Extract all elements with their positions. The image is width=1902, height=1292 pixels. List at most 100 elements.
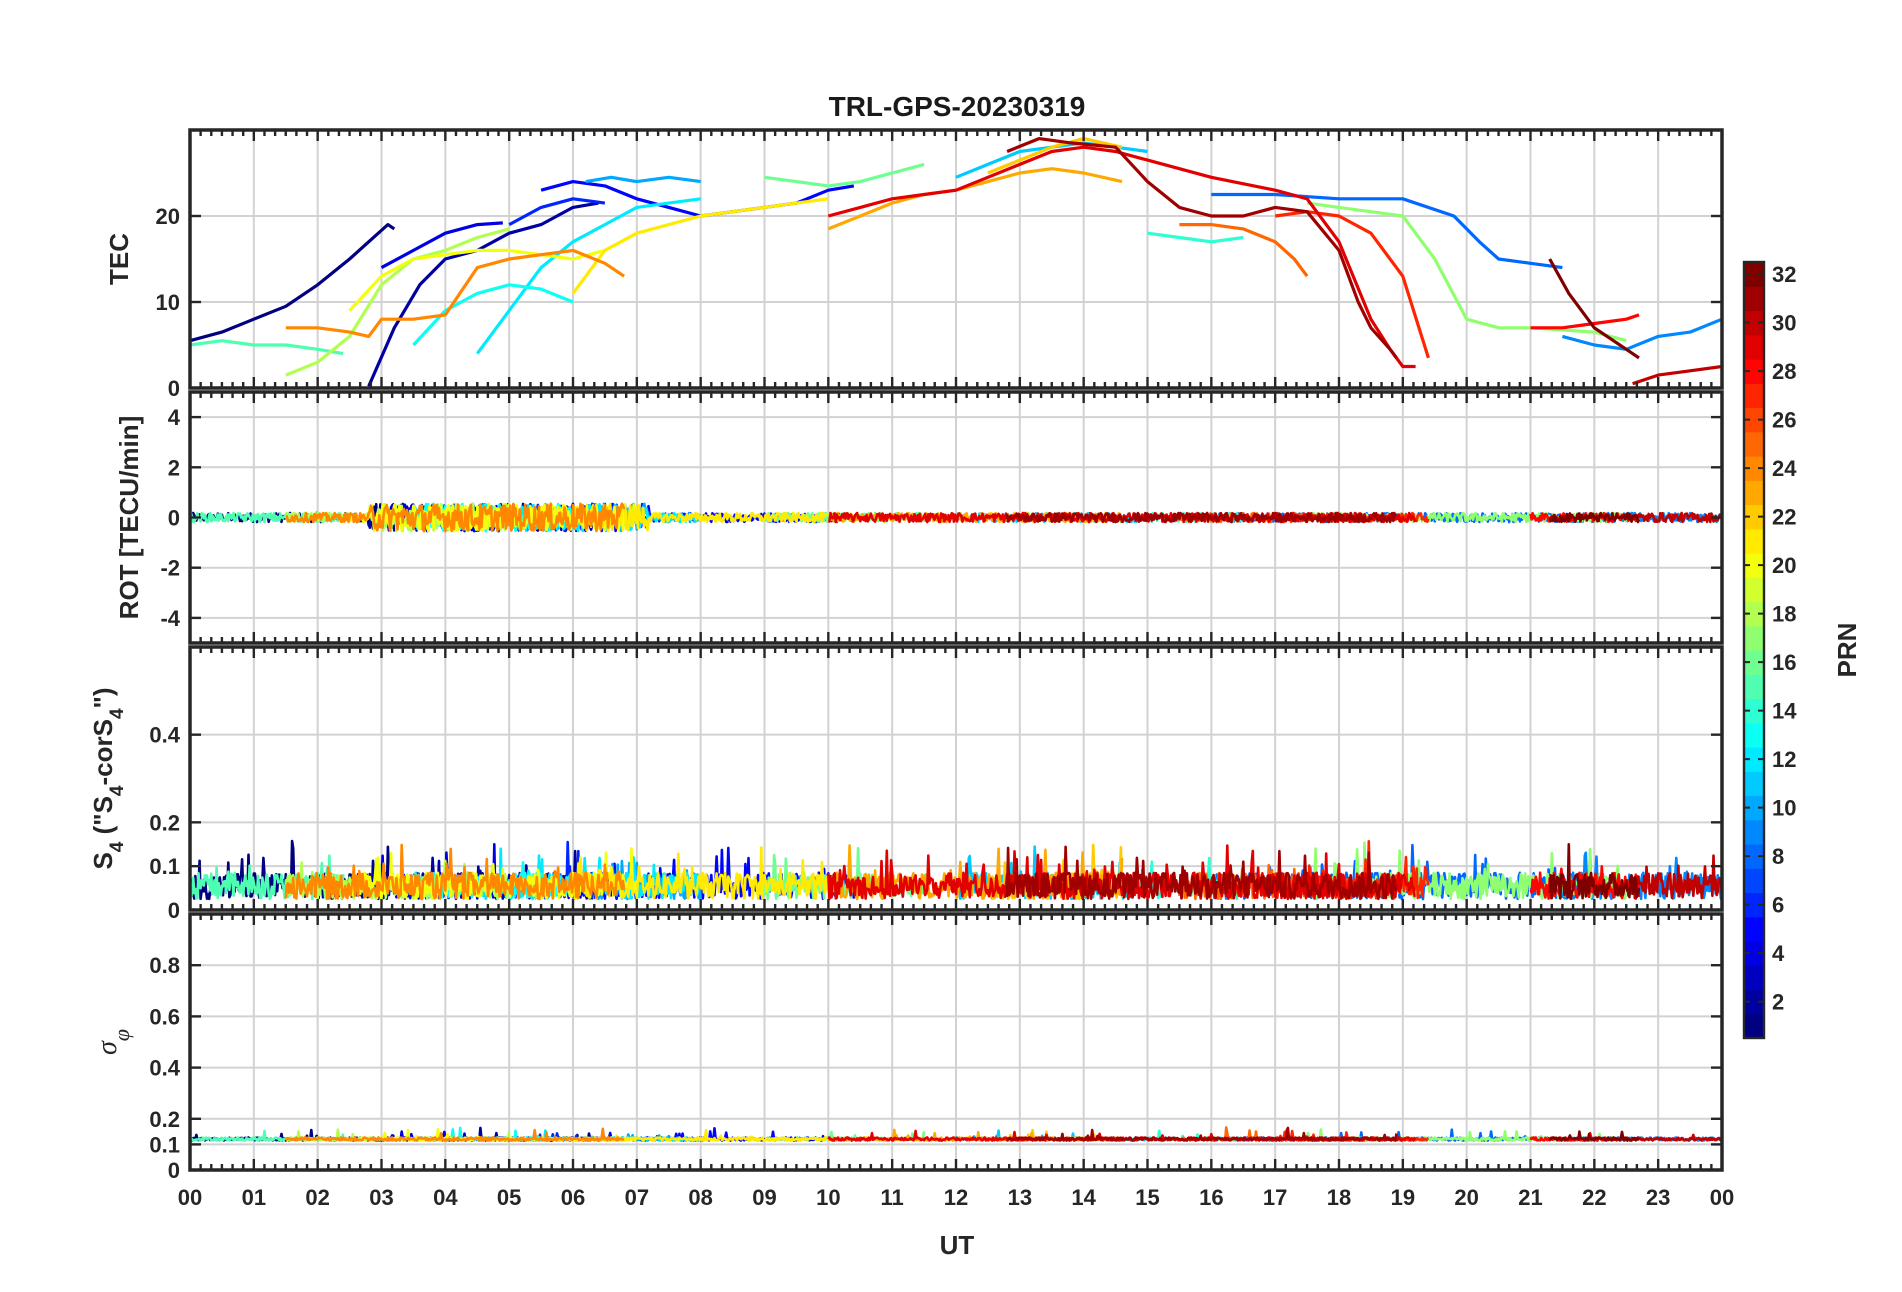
colorbar-tick-label: 26 — [1772, 408, 1796, 433]
colorbar-bin — [1744, 916, 1764, 942]
colorbar-tick-label: 24 — [1772, 456, 1797, 481]
colorbar-bin — [1744, 965, 1764, 991]
tec-series-prn-12 — [476, 197, 701, 355]
y-tick-label: 0.4 — [149, 1056, 180, 1081]
tec-series-prn-17 — [1306, 201, 1627, 343]
x-tick-label: 12 — [944, 1185, 968, 1210]
colorbar-frame — [1742, 260, 1766, 1040]
panel-s4-y-axis: 0 0.1 0.2 0.4 — [149, 723, 1722, 923]
colorbar-bin — [1744, 674, 1764, 700]
y-tick-label: 0 — [168, 506, 180, 531]
y-tick-label: 0.1 — [149, 1132, 180, 1157]
s4-series-prn-32 — [1548, 842, 1641, 901]
tec-series-prn-23 — [827, 167, 1123, 231]
panel-sigphi-y-axis: 00.10.2 0.4 0.6 0.8 — [149, 953, 1722, 1183]
colorbar-tick-label: 28 — [1772, 359, 1796, 384]
x-tick-label: 23 — [1646, 1185, 1670, 1210]
x-tick-label: 10 — [816, 1185, 840, 1210]
tec-series-prn-14 — [1147, 231, 1244, 244]
rot-series-prn-24 — [285, 502, 626, 533]
tec-series-prn-2 — [367, 201, 599, 387]
y-tick-label: 0 — [168, 1158, 180, 1183]
tec-series-prn-10 — [585, 175, 701, 184]
colorbar-tick-label: 20 — [1772, 553, 1796, 578]
x-tick-label: 13 — [1008, 1185, 1032, 1210]
x-tick-label: 17 — [1263, 1185, 1287, 1210]
colorbar-tick-label: 18 — [1772, 602, 1796, 627]
colorbar-tick-label: 8 — [1772, 844, 1784, 869]
x-axis-label: UT — [940, 1230, 975, 1260]
colorbar-bin — [1744, 698, 1764, 724]
rot-series-prn-31 — [1005, 511, 1398, 524]
panel-sigphi-series — [189, 1126, 1724, 1142]
sigphi-series-prn-24 — [284, 1127, 625, 1142]
x-tick-label: 04 — [433, 1185, 458, 1210]
rot-series-prn-30 — [1631, 511, 1724, 524]
panel-sigphi-ylabel: σφ — [92, 1029, 134, 1055]
panel-s4-grid — [190, 647, 1722, 910]
tec-series-prn-6 — [508, 197, 606, 227]
colorbar-bin — [1744, 601, 1764, 627]
sigphi-series-prn-30 — [1631, 1133, 1723, 1142]
ylabel-part: -corS — [88, 719, 118, 785]
x-tick-label: 01 — [242, 1185, 266, 1210]
colorbar-bin — [1744, 819, 1764, 845]
rot-series-prn-21 — [571, 502, 830, 532]
tec-series-prn-29 — [827, 145, 1416, 369]
colorbar-tick-label: 32 — [1772, 262, 1796, 287]
colorbar-bin — [1744, 334, 1764, 360]
tec-series-prn-28 — [1530, 313, 1640, 330]
tec-series-prn-25 — [1179, 223, 1309, 278]
colorbar-tick-label: 12 — [1772, 747, 1796, 772]
colorbar-bin — [1744, 431, 1764, 457]
panel-tec-x-ticks — [188, 130, 1724, 388]
colorbar-bin — [1744, 383, 1764, 409]
panel-tec-y-axis: 0 10 20 — [156, 204, 1722, 401]
colorbar-bin — [1744, 310, 1764, 336]
x-tick-label: 02 — [305, 1185, 329, 1210]
colorbar-bin — [1744, 989, 1764, 1015]
colorbar-tick-label: 4 — [1772, 941, 1785, 966]
x-tick-label: 08 — [688, 1185, 712, 1210]
colorbar-tick-label: 30 — [1772, 311, 1796, 336]
y-tick-label: 0.1 — [149, 854, 180, 879]
colorbar-bin — [1744, 771, 1764, 797]
x-tick-label: 05 — [497, 1185, 521, 1210]
x-tick-label: 18 — [1327, 1185, 1351, 1210]
colorbar-bin — [1744, 480, 1764, 506]
colorbar-bin — [1744, 553, 1764, 578]
panel-sigphi-grid — [190, 914, 1722, 1170]
y-tick-label: 0.2 — [149, 1107, 180, 1132]
tec-series-prn-22 — [987, 137, 1123, 175]
y-tick-label: 0.6 — [149, 1004, 180, 1029]
panel-tec-ylabel: TEC — [104, 233, 134, 285]
panel-s4-series — [188, 839, 1724, 901]
colorbar-bin — [1744, 528, 1764, 554]
panel-tec-grid — [190, 130, 1722, 388]
s4-series-prn-31 — [1005, 845, 1398, 901]
tec-series-prn-24 — [285, 248, 625, 338]
ylabel-part: S — [88, 852, 118, 869]
y-tick-label: 0.8 — [149, 953, 180, 978]
colorbar-bin — [1744, 795, 1764, 821]
x-tick-label: 22 — [1582, 1185, 1606, 1210]
panel-sigphi: 00.10.2 0.4 0.6 0.8 σφ — [92, 912, 1724, 1183]
y-tick-label: 10 — [156, 290, 180, 315]
colorbar-bin — [1744, 262, 1764, 287]
panel-tec-series — [189, 137, 1723, 387]
x-tick-label: 00 — [178, 1185, 202, 1210]
colorbar-bin — [1744, 722, 1764, 748]
ylabel-part: 4 — [107, 785, 128, 796]
colorbar-bin — [1744, 892, 1764, 918]
colorbar-tick-label: 22 — [1772, 505, 1796, 530]
sigphi-series-prn-32 — [1548, 1130, 1640, 1142]
colorbar-bin — [1744, 407, 1764, 433]
colorbar-bin — [1744, 286, 1764, 312]
tec-series-prn-30 — [1632, 364, 1723, 386]
tec-series-prn-4 — [380, 221, 503, 270]
colorbar-bin — [1744, 577, 1764, 603]
x-tick-label: 19 — [1391, 1185, 1415, 1210]
colorbar-bin — [1744, 1013, 1764, 1039]
panel-s4-ylabel: S4 ("S4-corS4") — [88, 687, 128, 869]
